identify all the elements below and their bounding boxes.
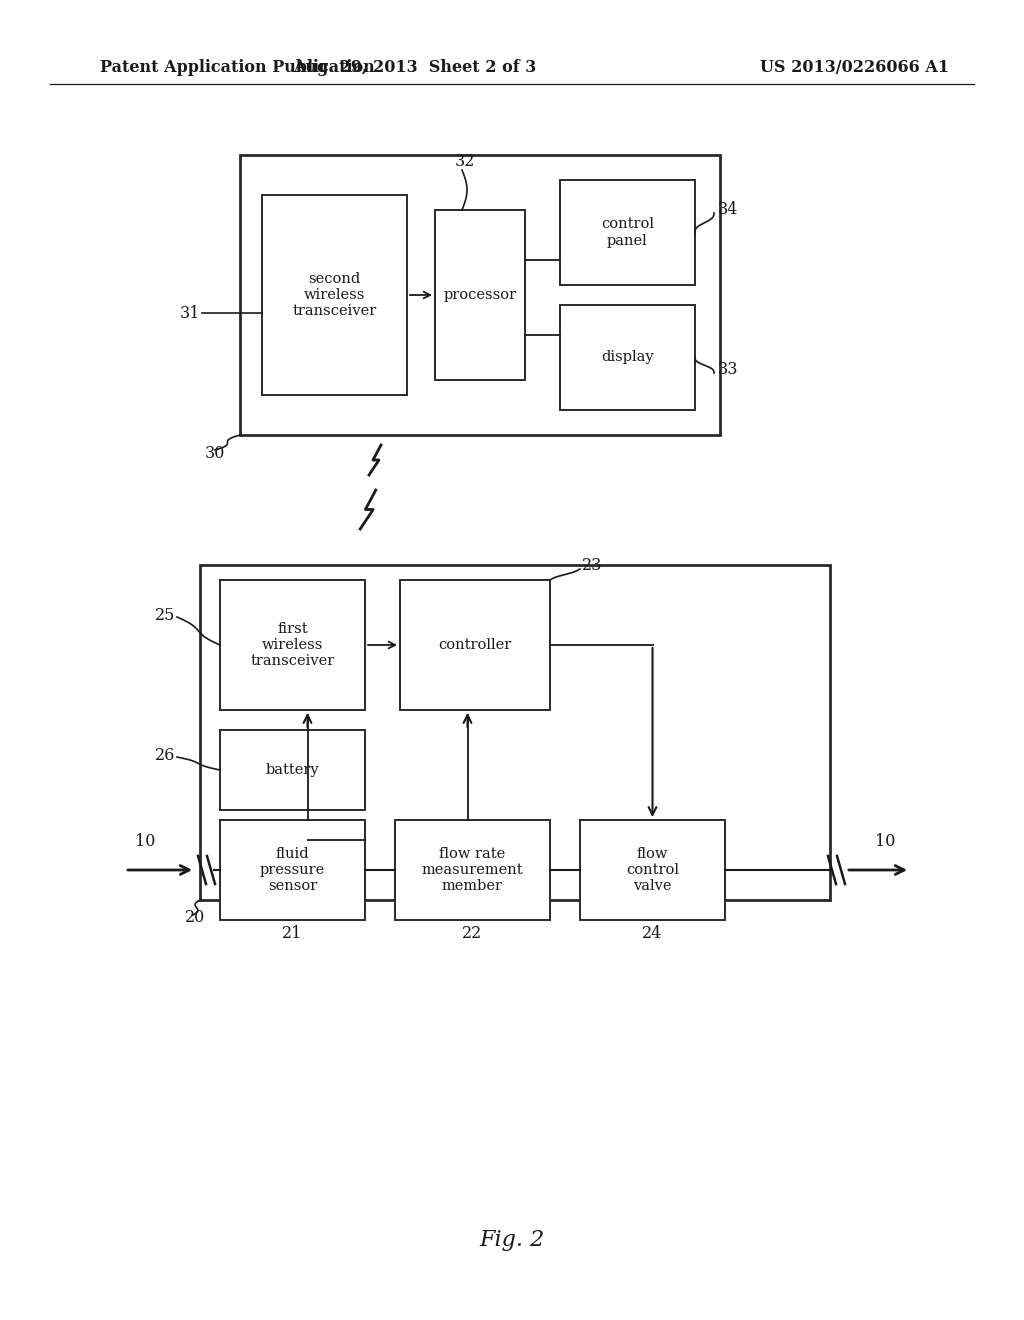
Text: controller: controller: [438, 638, 512, 652]
Text: Patent Application Publication: Patent Application Publication: [100, 59, 375, 77]
Text: 10: 10: [874, 833, 895, 850]
Bar: [400, 579, 550, 710]
Bar: [560, 305, 695, 411]
Text: 22: 22: [463, 925, 482, 942]
Text: control
panel: control panel: [601, 218, 654, 248]
Text: 20: 20: [185, 909, 205, 927]
Text: 34: 34: [718, 202, 738, 219]
Text: battery: battery: [265, 763, 319, 777]
Text: 23: 23: [582, 557, 602, 574]
Text: 26: 26: [155, 747, 175, 763]
Text: 25: 25: [155, 606, 175, 623]
Text: 24: 24: [642, 925, 663, 942]
Bar: [220, 579, 365, 710]
Bar: [580, 820, 725, 920]
Text: flow
control
valve: flow control valve: [626, 847, 679, 894]
Bar: [200, 565, 830, 900]
Text: second
wireless
transceiver: second wireless transceiver: [293, 272, 377, 318]
Bar: [560, 180, 695, 285]
Text: first
wireless
transceiver: first wireless transceiver: [251, 622, 335, 668]
Text: Aug. 29, 2013  Sheet 2 of 3: Aug. 29, 2013 Sheet 2 of 3: [293, 59, 537, 77]
Bar: [262, 195, 407, 395]
Text: display: display: [601, 351, 653, 364]
Bar: [395, 820, 550, 920]
Text: 21: 21: [283, 925, 303, 942]
Bar: [220, 730, 365, 810]
Text: 33: 33: [718, 362, 738, 379]
Bar: [240, 154, 720, 436]
Text: processor: processor: [443, 288, 516, 302]
Text: fluid
pressure
sensor: fluid pressure sensor: [260, 847, 326, 894]
Text: 10: 10: [135, 833, 156, 850]
Text: US 2013/0226066 A1: US 2013/0226066 A1: [761, 59, 949, 77]
Text: 31: 31: [179, 305, 200, 322]
Text: flow rate
measurement
member: flow rate measurement member: [422, 847, 523, 894]
Text: Fig. 2: Fig. 2: [479, 1229, 545, 1251]
Text: 30: 30: [205, 445, 225, 462]
Bar: [220, 820, 365, 920]
Bar: [435, 210, 525, 380]
Text: 32: 32: [455, 153, 475, 170]
